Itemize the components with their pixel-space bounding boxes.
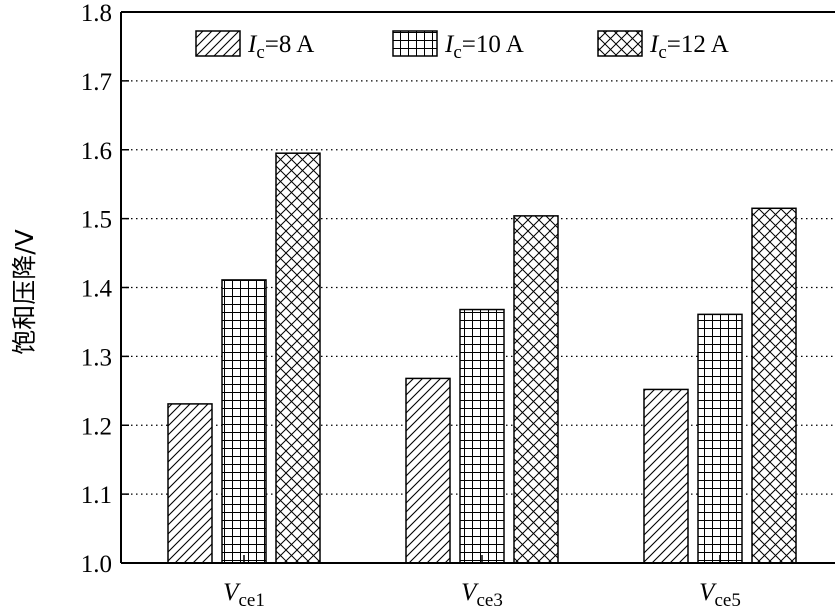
y-tick-label: 1.6 (81, 138, 112, 165)
legend: Ic=8 A Ic=10 A Ic=12 A (195, 30, 729, 63)
y-tick-label: 1.0 (81, 551, 112, 578)
y-tick-labels: 1.0 1.1 1.2 1.3 1.4 1.5 1.6 1.7 1.8 (81, 0, 113, 578)
y-tick-label: 1.2 (81, 413, 112, 440)
y-tick-label: 1.7 (81, 69, 112, 96)
legend-label: Ic=8 A (247, 31, 314, 63)
bar-grid-2 (459, 308, 505, 564)
bar-grid-1 (221, 279, 267, 564)
y-axis-label: 饱和压降/V (10, 229, 39, 355)
bar-diagonal-hatch-1 (167, 403, 213, 564)
bar-crosshatch-3 (751, 207, 797, 564)
bar-diagonal-hatch-3 (643, 388, 689, 564)
x-tick-label: Vce1 (223, 579, 265, 611)
bar-crosshatch-1 (275, 152, 321, 564)
bar-grid-3 (697, 313, 743, 564)
bar-diagonal-hatch-2 (405, 377, 451, 564)
bars (167, 152, 797, 564)
x-tick-labels: Vce1 Vce3 Vce5 (223, 579, 741, 611)
y-tick-label: 1.4 (81, 276, 113, 303)
legend-swatch-crosshatch (597, 30, 643, 57)
legend-swatch-diagonal-hatch (195, 30, 241, 57)
y-tick-label: 1.3 (81, 344, 112, 371)
legend-label: Ic=10 A (444, 31, 524, 63)
y-tick-label: 1.5 (81, 207, 112, 234)
bar-crosshatch-2 (513, 215, 559, 564)
y-tick-label: 1.8 (81, 0, 112, 27)
x-tick-label: Vce5 (699, 579, 741, 611)
axes (120, 11, 835, 564)
legend-swatch-grid (392, 30, 438, 57)
y-tick-label: 1.1 (81, 482, 112, 509)
x-tick-label: Vce3 (461, 579, 503, 611)
legend-label: Ic=12 A (649, 31, 729, 63)
